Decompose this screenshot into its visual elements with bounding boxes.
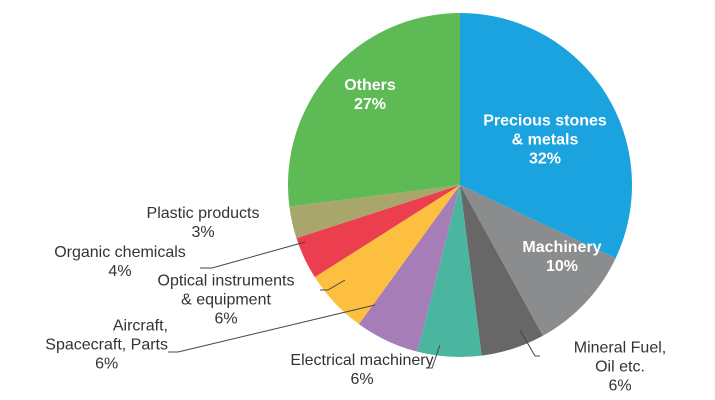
wedge bbox=[288, 13, 460, 207]
slice-label: Organic chemicals 4% bbox=[54, 243, 186, 281]
value-label: 6% bbox=[95, 355, 119, 373]
wedge bbox=[417, 185, 482, 357]
category-label: Organic chemicals bbox=[54, 244, 186, 261]
leader-line bbox=[519, 329, 540, 357]
slice-label: Optical instruments & equipment 6% bbox=[158, 272, 295, 329]
leader-line bbox=[320, 279, 346, 291]
slice-label: Plastic products 3% bbox=[147, 204, 260, 242]
category-label: Optical instruments & equipment bbox=[157, 272, 295, 309]
category-label: Mineral Fuel, Oil etc. bbox=[573, 339, 667, 376]
wedge bbox=[296, 185, 460, 278]
leader-line bbox=[168, 304, 376, 353]
category-label: Precious stones & metals bbox=[483, 112, 607, 149]
value-label: 3% bbox=[191, 224, 215, 241]
slice-label: Mineral Fuel, Oil etc. 6% bbox=[573, 339, 668, 396]
slice-label: Others 27% bbox=[344, 76, 396, 114]
slice-label: Machinery 10% bbox=[522, 238, 601, 276]
slice-label: Precious stones & metals 32% bbox=[483, 112, 607, 169]
slice-label: Electrical machinery 6% bbox=[290, 351, 433, 389]
value-label: 4% bbox=[108, 263, 132, 280]
value-label: 27% bbox=[353, 96, 387, 113]
wedge bbox=[460, 13, 633, 259]
value-label: 10% bbox=[545, 258, 579, 275]
wedge bbox=[289, 185, 460, 239]
category-label: Machinery bbox=[522, 239, 602, 256]
slice-label: Aircraft, Spacecraft, Parts 6% bbox=[45, 317, 168, 374]
category-label: Others bbox=[344, 77, 396, 94]
category-label: Electrical machinery bbox=[290, 352, 434, 369]
wedge bbox=[460, 185, 616, 336]
leader-line bbox=[200, 241, 306, 269]
category-label: Plastic products bbox=[146, 205, 260, 222]
wedge bbox=[460, 185, 543, 356]
category-label: Aircraft, Spacecraft, Parts bbox=[45, 317, 168, 354]
value-label: 32% bbox=[528, 150, 562, 168]
value-label: 6% bbox=[214, 310, 238, 328]
value-label: 6% bbox=[350, 371, 374, 388]
wedge bbox=[314, 185, 460, 325]
wedge bbox=[358, 185, 460, 352]
leader-line bbox=[426, 344, 441, 369]
value-label: 6% bbox=[608, 377, 632, 395]
